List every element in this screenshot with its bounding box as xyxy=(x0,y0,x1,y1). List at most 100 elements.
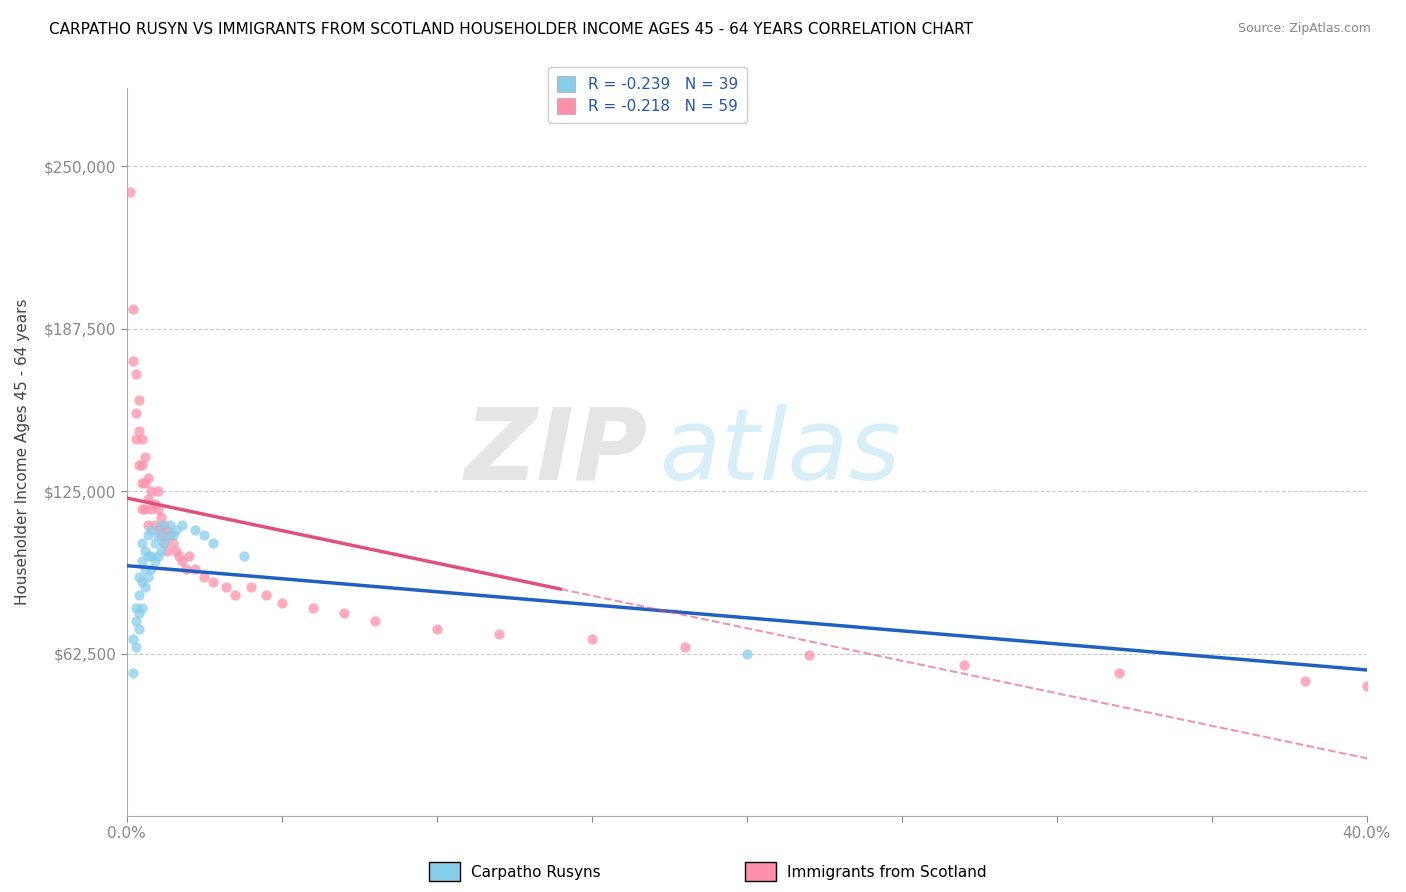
Point xyxy=(138,491,160,506)
Text: CARPATHO RUSYN VS IMMIGRANTS FROM SCOTLAND HOUSEHOLDER INCOME AGES 45 - 64 YEARS: CARPATHO RUSYN VS IMMIGRANTS FROM SCOTLA… xyxy=(49,22,973,37)
Point xyxy=(952,658,974,673)
Point xyxy=(153,536,176,550)
Point xyxy=(177,549,200,563)
Point xyxy=(156,523,179,537)
Point xyxy=(233,549,256,563)
Point xyxy=(125,640,148,654)
Point xyxy=(149,517,172,532)
Point xyxy=(146,484,169,499)
Point xyxy=(122,632,145,647)
Point xyxy=(131,432,153,446)
Point xyxy=(364,614,387,628)
Point xyxy=(134,450,156,465)
Point xyxy=(141,549,163,563)
Point xyxy=(128,606,150,620)
Point xyxy=(122,302,145,317)
Point xyxy=(122,665,145,680)
Point xyxy=(146,523,169,537)
Point xyxy=(215,580,238,594)
Point xyxy=(146,502,169,516)
Text: Carpatho Rusyns: Carpatho Rusyns xyxy=(471,865,600,880)
Point xyxy=(141,484,163,499)
Point xyxy=(131,554,153,568)
Point xyxy=(125,601,148,615)
Point xyxy=(118,186,141,200)
Point xyxy=(1108,665,1130,680)
Point xyxy=(159,528,181,542)
Point xyxy=(270,596,292,610)
Point xyxy=(128,425,150,439)
Point xyxy=(673,640,696,654)
Point xyxy=(134,562,156,576)
Point xyxy=(141,562,163,576)
Text: Source: ZipAtlas.com: Source: ZipAtlas.com xyxy=(1237,22,1371,36)
Legend: R = -0.239   N = 39, R = -0.218   N = 59: R = -0.239 N = 39, R = -0.218 N = 59 xyxy=(548,67,747,123)
Point xyxy=(143,497,166,511)
Point xyxy=(125,614,148,628)
Point xyxy=(125,367,148,381)
Point xyxy=(797,648,820,662)
Point xyxy=(1355,679,1378,693)
Point xyxy=(138,517,160,532)
Point xyxy=(138,471,160,485)
Point xyxy=(162,536,184,550)
Point xyxy=(202,536,225,550)
Point xyxy=(735,647,758,661)
Point xyxy=(239,580,262,594)
Point xyxy=(1294,673,1316,688)
Text: Immigrants from Scotland: Immigrants from Scotland xyxy=(787,865,987,880)
Point xyxy=(149,510,172,524)
Point xyxy=(141,523,163,537)
Point xyxy=(488,627,510,641)
Point xyxy=(131,536,153,550)
Point xyxy=(159,517,181,532)
Point xyxy=(224,588,246,602)
Point xyxy=(134,502,156,516)
Point xyxy=(169,549,191,563)
Point xyxy=(128,570,150,584)
Point xyxy=(153,517,176,532)
Point xyxy=(254,588,277,602)
Point xyxy=(581,632,603,647)
Point xyxy=(149,544,172,558)
Point xyxy=(138,528,160,542)
Point xyxy=(146,549,169,563)
Point xyxy=(134,476,156,491)
Point xyxy=(134,580,156,594)
Point xyxy=(131,575,153,590)
Point xyxy=(301,601,323,615)
Point xyxy=(172,554,194,568)
Point xyxy=(184,523,207,537)
Point xyxy=(143,554,166,568)
Point xyxy=(128,622,150,636)
Point xyxy=(193,528,215,542)
Point xyxy=(143,536,166,550)
Point xyxy=(131,502,153,516)
Point xyxy=(131,458,153,472)
Point xyxy=(138,549,160,563)
Point xyxy=(125,432,148,446)
Point xyxy=(156,544,179,558)
Point xyxy=(174,562,197,576)
Point xyxy=(165,523,187,537)
Point xyxy=(202,575,225,590)
Point xyxy=(141,502,163,516)
Point xyxy=(128,588,150,602)
Point xyxy=(172,517,194,532)
Point xyxy=(146,528,169,542)
Point xyxy=(156,528,179,542)
Point xyxy=(165,544,187,558)
Text: ZIP: ZIP xyxy=(464,403,648,500)
Point xyxy=(426,622,449,636)
Point xyxy=(122,354,145,368)
Point xyxy=(125,406,148,420)
Point xyxy=(134,544,156,558)
Point xyxy=(162,528,184,542)
Point xyxy=(184,562,207,576)
Point xyxy=(131,476,153,491)
Point xyxy=(131,601,153,615)
Point xyxy=(153,536,176,550)
Point xyxy=(193,570,215,584)
Y-axis label: Householder Income Ages 45 - 64 years: Householder Income Ages 45 - 64 years xyxy=(15,299,30,606)
Text: atlas: atlas xyxy=(659,403,901,500)
